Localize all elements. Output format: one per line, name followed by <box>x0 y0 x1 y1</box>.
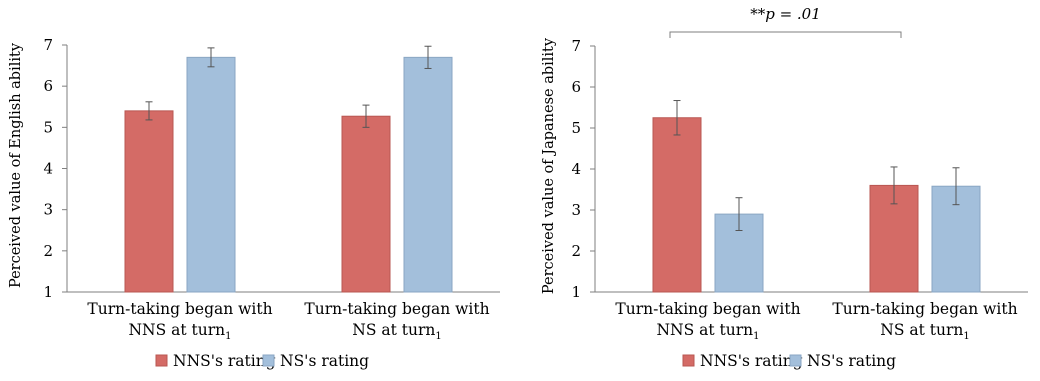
y-tick-label: 3 <box>43 201 53 219</box>
y-tick-label: 5 <box>43 118 53 136</box>
category-label-subscript: 1 <box>225 331 231 342</box>
y-tick-label: 6 <box>571 78 581 96</box>
y-axis-title: Perceived value of Japanese ability <box>541 37 557 294</box>
significance-value: = .01 <box>775 5 821 23</box>
y-tick-label: 7 <box>43 36 53 54</box>
bar-nns-rating <box>341 115 391 293</box>
y-tick-label: 2 <box>571 242 581 260</box>
y-tick-label: 1 <box>571 283 581 301</box>
bar-ns-rating <box>714 213 764 293</box>
legend-label-ns: NS's rating <box>807 352 896 370</box>
significance-stars: ** <box>750 5 766 23</box>
y-tick-label: 4 <box>43 160 53 178</box>
y-tick-label: 1 <box>43 283 53 301</box>
chart-panel-1: 1 2 3 4 5 6 7 Perceived value of English abilit… <box>8 36 500 370</box>
bar-ns-rating <box>403 56 453 293</box>
x-category-label-line1: Turn-taking began with <box>832 300 1017 318</box>
y-tick-label: 4 <box>571 160 581 178</box>
significance-bracket <box>669 31 902 38</box>
bar-nns-rating <box>652 117 702 293</box>
x-category-label-line2: NNS at turn1 <box>656 321 759 342</box>
legend-swatch-nns <box>682 354 695 367</box>
category-label-subscript: 1 <box>753 331 759 342</box>
category-label-text: NNS at turn <box>656 321 753 339</box>
legend-label-nns: NNS's rating <box>173 352 276 370</box>
legend-swatch-nns <box>155 354 168 367</box>
x-category-label-line2: NS at turn1 <box>880 321 969 342</box>
y-tick-label: 2 <box>43 242 53 260</box>
legend-swatch-ns <box>262 354 275 367</box>
x-category-label-line2: NNS at turn1 <box>128 321 231 342</box>
category-label-text: NNS at turn <box>128 321 225 339</box>
x-category-label-line2: NS at turn1 <box>352 321 441 342</box>
category-label-subscript: 1 <box>963 331 969 342</box>
bar-nns-rating <box>124 110 174 293</box>
y-tick-label: 3 <box>571 201 581 219</box>
x-category-label-line1: Turn-taking began with <box>87 300 272 318</box>
legend-label-ns: NS's rating <box>280 352 369 370</box>
significance-p: p <box>765 5 775 23</box>
x-category-label-line1: Turn-taking began with <box>304 300 489 318</box>
category-label-text: NS at turn <box>880 321 963 339</box>
chart-panel-2: 1 2 3 4 5 6 7 Perceived value of Japanese abili… <box>541 5 1028 370</box>
y-tick-label: 7 <box>571 37 581 55</box>
x-category-label-line1: Turn-taking began with <box>615 300 800 318</box>
y-tick-label: 5 <box>571 119 581 137</box>
category-label-subscript: 1 <box>435 331 441 342</box>
y-tick-label: 6 <box>43 77 53 95</box>
significance-annotation: **p = .01 <box>750 5 821 23</box>
y-axis-title: Perceived value of English ability <box>8 42 24 288</box>
bar-ns-rating <box>186 56 236 293</box>
legend-label-nns: NNS's rating <box>700 352 803 370</box>
category-label-text: NS at turn <box>352 321 435 339</box>
legend-swatch-ns <box>789 354 802 367</box>
